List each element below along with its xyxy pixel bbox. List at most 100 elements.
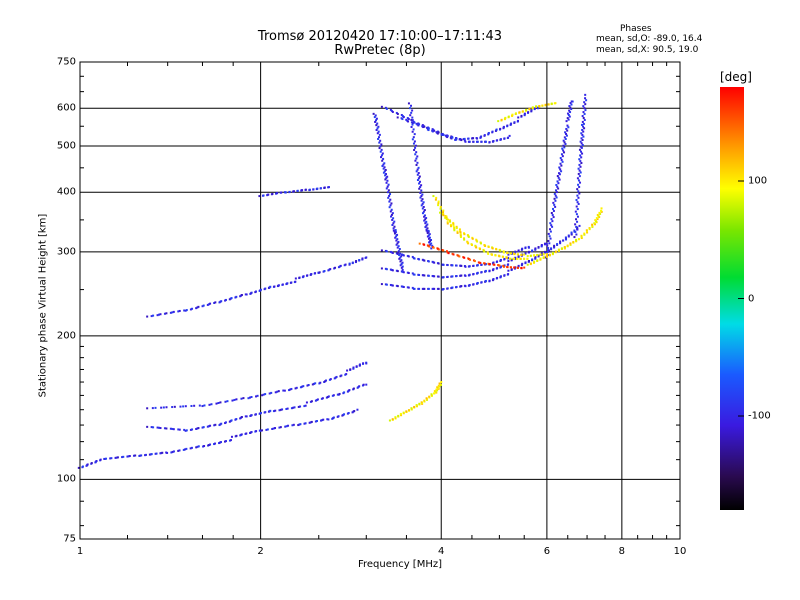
echo-point — [527, 111, 530, 114]
echo-point — [413, 133, 416, 136]
echo-point — [402, 116, 405, 119]
echo-point — [437, 200, 440, 203]
echo-point — [233, 398, 236, 401]
echo-point — [498, 255, 501, 258]
echo-point — [567, 118, 570, 121]
echo-point — [412, 136, 415, 139]
echo-point — [426, 227, 429, 230]
echo-point — [259, 411, 262, 414]
echo-point — [585, 99, 588, 102]
echo-point — [318, 271, 321, 274]
echo-point — [580, 235, 583, 238]
echo-point — [577, 183, 580, 186]
echo-point — [582, 111, 585, 114]
echo-point — [392, 217, 395, 220]
echo-point — [494, 254, 497, 257]
echo-point — [433, 129, 436, 132]
echo-point — [362, 383, 365, 386]
echo-point — [409, 114, 412, 117]
echo-point — [509, 252, 512, 255]
echo-point — [581, 152, 584, 155]
echo-point — [109, 457, 112, 460]
echo-point — [428, 241, 431, 244]
echo-point — [380, 148, 383, 151]
echo-point — [562, 139, 565, 142]
echo-point — [442, 288, 445, 291]
echo-point — [523, 266, 526, 269]
echo-point — [401, 265, 404, 268]
echo-point — [349, 368, 352, 371]
echo-point — [384, 168, 387, 171]
echo-point — [582, 116, 585, 119]
echo-point — [516, 257, 519, 260]
echo-point — [325, 379, 328, 382]
echo-point — [195, 446, 198, 449]
echo-point — [396, 246, 399, 249]
echo-point — [381, 159, 384, 162]
echo-point — [537, 107, 540, 110]
echo-point — [355, 365, 358, 368]
y-tick-label: 600 — [56, 102, 76, 114]
echo-point — [329, 378, 332, 381]
echo-point — [183, 428, 186, 431]
echo-point — [314, 382, 317, 385]
echo-point — [521, 262, 524, 265]
echo-point — [163, 427, 166, 430]
echo-point — [245, 415, 248, 418]
echo-point — [235, 295, 238, 298]
echo-point — [393, 232, 396, 235]
echo-point — [491, 253, 494, 256]
echo-point — [224, 421, 227, 424]
echo-point — [423, 215, 426, 218]
x-axis-label: Frequency [MHz] — [357, 559, 443, 570]
echo-point — [385, 181, 388, 184]
echo-point — [472, 283, 475, 286]
echo-point — [507, 273, 510, 276]
echo-point — [507, 115, 510, 118]
echo-point — [411, 119, 414, 122]
echo-point — [575, 205, 578, 208]
echo-point — [399, 264, 402, 267]
echo-point — [492, 268, 495, 271]
echo-point — [554, 194, 557, 197]
echo-point — [560, 247, 563, 250]
echo-point — [581, 138, 584, 141]
echo-point — [444, 216, 447, 219]
echo-point — [382, 167, 385, 170]
echo-point — [429, 243, 432, 246]
echo-point — [499, 127, 502, 130]
echo-point — [451, 286, 454, 289]
echo-point — [314, 272, 317, 275]
echo-point — [456, 230, 459, 233]
echo-point — [551, 225, 554, 228]
echo-point — [158, 426, 161, 429]
echo-point — [547, 232, 550, 235]
echo-point — [576, 228, 579, 231]
echo-point — [573, 229, 576, 232]
echo-point — [392, 229, 395, 232]
echo-point — [383, 166, 386, 169]
colorbar-tick-label: -100 — [748, 410, 771, 422]
echo-point — [463, 137, 466, 140]
echo-point — [358, 363, 361, 366]
echo-point — [375, 124, 378, 127]
echo-point — [163, 312, 166, 315]
echo-point — [503, 264, 506, 267]
echo-point — [442, 276, 445, 279]
echo-point — [293, 406, 296, 409]
echo-point — [488, 279, 491, 282]
echo-point — [380, 156, 383, 159]
echo-point — [564, 143, 567, 146]
echo-point — [301, 385, 304, 388]
echo-point — [184, 429, 187, 432]
echo-point — [322, 418, 325, 421]
echo-point — [442, 209, 445, 212]
echo-point — [580, 132, 583, 135]
echo-point — [430, 393, 433, 396]
echo-point — [412, 128, 415, 131]
echo-point — [424, 218, 427, 221]
echo-point — [421, 198, 424, 201]
phase-stats-x-mode: mean, sd,X: 90.5, 19.0 — [596, 45, 699, 55]
echo-point — [427, 230, 430, 233]
echo-point — [230, 419, 233, 422]
